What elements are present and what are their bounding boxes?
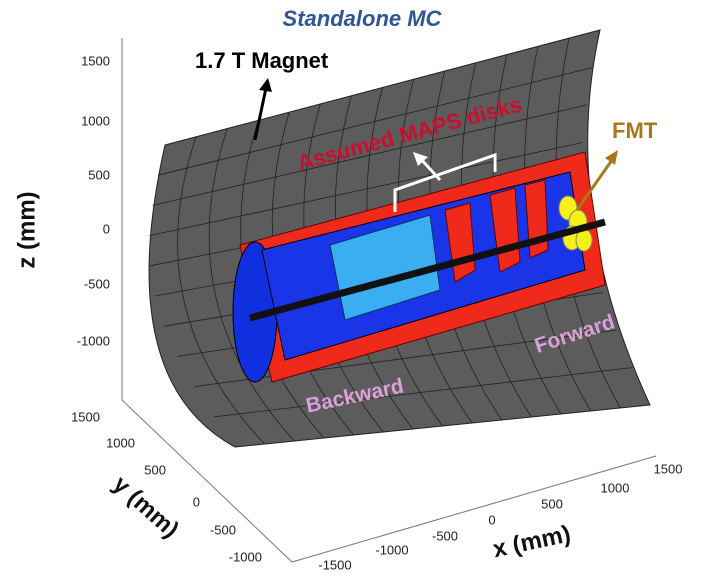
y-tick-label: 500 [144,462,166,477]
y-tick-label: 1500 [71,409,100,424]
axis-label: x (mm) [490,520,573,563]
title: Standalone MC [283,6,443,31]
z-tick-label: -1000 [77,333,110,348]
annotation: 1.7 T Magnet [195,48,329,73]
x-tick-label: 0 [488,512,495,527]
y-tick-label: -500 [210,522,236,537]
annotation: FMT [612,118,658,143]
figure: Standalone MC 1.7 T Magnet Assumed MAPS … [0,0,706,577]
axis-label: z (mm) [13,191,40,268]
z-tick-label: -500 [84,276,110,291]
z-tick-label: 1500 [81,53,110,68]
axis-label: y (mm) [108,471,185,544]
y-tick-label: -1000 [229,549,262,564]
x-tick-label: -1500 [318,557,351,572]
z-tick-label: 0 [103,221,110,236]
x-tick-label: 500 [541,496,563,511]
x-tick-label: 1000 [601,480,630,495]
z-tick-label: 1000 [81,113,110,128]
z-tick-label: 500 [88,167,110,182]
x-tick-label: -1000 [375,542,408,557]
x-tick-label: 1500 [654,461,683,476]
y-tick-label: 0 [193,494,200,509]
x-tick-label: -500 [432,528,458,543]
y-tick-label: 1000 [106,435,135,450]
